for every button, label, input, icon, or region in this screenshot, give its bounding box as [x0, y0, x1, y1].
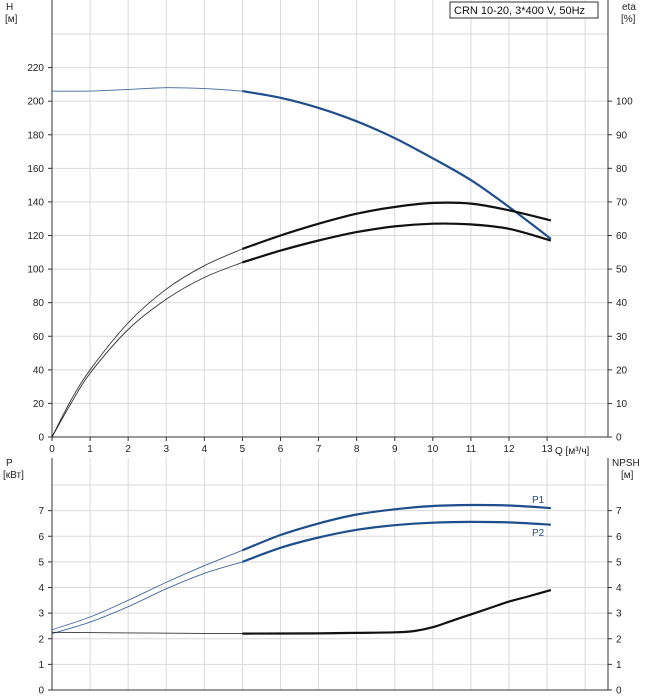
- tick-label-p: 1: [38, 660, 44, 671]
- p2-curve-thin: [51, 561, 243, 635]
- tick-label-npsh: 6: [616, 532, 622, 543]
- tick-label-q: 1: [87, 444, 93, 455]
- tick-label-h: 100: [27, 265, 44, 276]
- efficiency-curve-b-thick: [242, 222, 552, 264]
- tick-label-h: 200: [27, 97, 44, 108]
- efficiency-curve-a-thin: [51, 248, 243, 438]
- tick-label-q: 6: [278, 444, 284, 455]
- tick-label-q: 9: [392, 444, 398, 455]
- tick-label-q: 12: [503, 444, 515, 455]
- tick-label-q: 13: [542, 444, 554, 455]
- tick-label-p: 4: [38, 583, 44, 594]
- npsh-curve-thin: [51, 631, 243, 635]
- efficiency-curve-b-thin: [51, 261, 243, 438]
- npsh-curve-thick: [242, 589, 552, 635]
- tick-label-q: 5: [240, 444, 246, 455]
- tick-label-h: 20: [33, 399, 45, 410]
- tick-label-p: 7: [38, 506, 44, 517]
- title-box: [449, 1, 599, 19]
- tick-label-q: 7: [316, 444, 322, 455]
- chart-title: CRN 10-20, 3*400 V, 50Hz: [454, 5, 585, 17]
- tick-label-eta: 30: [616, 332, 628, 343]
- top-left-axis-unit: [м]: [5, 14, 18, 25]
- bottom-left-axis-label: P: [6, 458, 13, 469]
- p2-curve-thick: [242, 520, 551, 563]
- tick-label-h: 0: [38, 433, 44, 444]
- bottom-right-axis-unit: [м]: [621, 470, 634, 481]
- series-label-p2: P2: [532, 528, 545, 539]
- tick-label-q: 2: [125, 444, 131, 455]
- tick-label-npsh: 1: [616, 660, 622, 671]
- curves: [51, 87, 552, 635]
- tick-label-h: 140: [27, 197, 44, 208]
- top-left-axis-label: H: [6, 2, 13, 13]
- tick-label-h: 60: [33, 332, 45, 343]
- tick-label-q: 4: [202, 444, 208, 455]
- p1-curve-thick: [241, 503, 551, 552]
- tick-label-npsh: 2: [616, 634, 622, 645]
- tick-label-npsh: 7: [616, 506, 622, 517]
- tick-label-p: 0: [38, 686, 44, 697]
- tick-label-q: 10: [427, 444, 439, 455]
- tick-label-eta: 100: [616, 97, 633, 108]
- tick-label-npsh: 3: [616, 609, 622, 620]
- tick-label-h: 180: [27, 130, 44, 141]
- tick-label-h: 220: [27, 63, 44, 74]
- tick-label-eta: 70: [616, 197, 628, 208]
- tick-label-eta: 0: [616, 433, 622, 444]
- tick-label-eta: 90: [616, 130, 628, 141]
- tick-labels: 0204060801001201401601802002200102030405…: [27, 63, 633, 696]
- x-axis-label: Q [м³/ч]: [555, 446, 590, 457]
- series-label-p1: P1: [532, 495, 545, 506]
- bottom-left-axis-unit: [кВт]: [3, 470, 24, 481]
- tick-label-q: 11: [466, 444, 477, 455]
- tick-label-eta: 40: [616, 298, 628, 309]
- tick-label-eta: 60: [616, 231, 628, 242]
- top-right-axis-label: eta: [622, 2, 636, 13]
- tick-label-eta: 80: [616, 164, 628, 175]
- bottom-right-axis-label: NPSH: [612, 458, 640, 469]
- tick-label-h: 80: [33, 298, 45, 309]
- tick-label-p: 3: [38, 609, 44, 620]
- tick-label-h: 160: [27, 164, 44, 175]
- tick-label-h: 120: [27, 231, 44, 242]
- efficiency-curve-a-thick: [242, 201, 552, 250]
- tick-label-q: 3: [163, 444, 169, 455]
- head-curve-thin: [51, 87, 243, 92]
- tick-label-p: 5: [38, 557, 44, 568]
- bottom-grid: [51, 458, 608, 691]
- tick-label-npsh: 4: [616, 583, 622, 594]
- tick-label-p: 2: [38, 634, 44, 645]
- tick-label-eta: 20: [616, 365, 628, 376]
- tick-label-npsh: 0: [616, 686, 622, 697]
- head-curve-thick: [242, 90, 552, 240]
- tick-label-q: 0: [49, 444, 55, 455]
- tick-label-p: 6: [38, 532, 44, 543]
- tick-label-eta: 50: [616, 265, 628, 276]
- top-right-axis-unit: [%]: [621, 14, 636, 25]
- tick-label-h: 40: [33, 365, 45, 376]
- tick-label-q: 8: [354, 444, 360, 455]
- tick-label-npsh: 5: [616, 557, 622, 568]
- tick-label-eta: 10: [616, 399, 628, 410]
- axes: [51, 0, 609, 691]
- p1-curve-thin: [51, 549, 243, 631]
